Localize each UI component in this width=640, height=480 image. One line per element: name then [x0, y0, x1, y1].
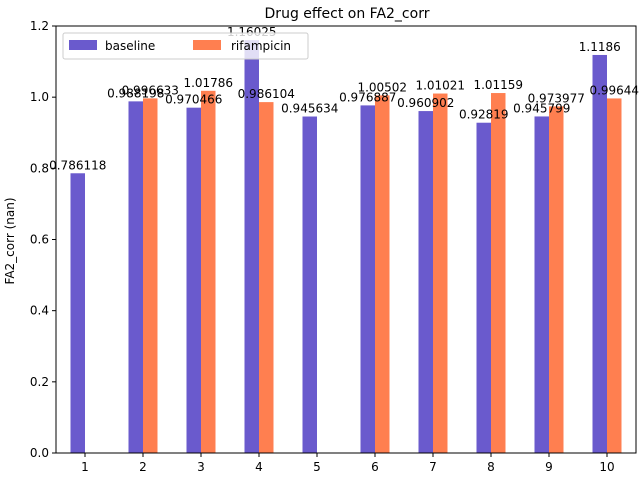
bar-label-baseline-9: 0.945799	[513, 101, 570, 115]
bar-baseline-2	[128, 101, 143, 453]
bar-baseline-4	[244, 40, 259, 453]
axes: 0.0 0.2 0.4 0.6 0.8 1.0 1.2 1 2 3 4 5 6 7 8 9 10	[30, 19, 637, 474]
bar-baseline-6	[360, 105, 375, 453]
bar-label-baseline-7: 0.960902	[397, 96, 454, 110]
bar-label-baseline-5: 0.945634	[281, 102, 338, 116]
bar-label-baseline-10: 1.1186	[579, 40, 621, 54]
x-tick-label: 2	[139, 460, 147, 474]
y-tick-label: 0.8	[30, 161, 49, 175]
x-tick-label: 10	[599, 460, 614, 474]
bar-label-rifampicin-4: 0.986104	[238, 87, 295, 101]
bar-rifampicin-10	[607, 98, 622, 453]
legend-label-rifampicin: rifampicin	[231, 39, 291, 53]
x-tick-label: 3	[197, 460, 205, 474]
bar-label-rifampicin-2: 0.996633	[122, 83, 179, 97]
bar-rifampicin-8	[491, 93, 506, 454]
legend-swatch-baseline	[69, 40, 97, 50]
chart-title: Drug effect on FA2_corr	[265, 6, 430, 22]
x-tick-label: 1	[81, 460, 89, 474]
bar-rifampicin-6	[375, 95, 390, 454]
y-axis-ticks: 0.0 0.2 0.4 0.6 0.8 1.0 1.2	[30, 19, 56, 460]
bars-layer	[70, 40, 622, 454]
legend-swatch-rifampicin	[193, 40, 221, 50]
bar-label-rifampicin-10: 0.99644	[589, 83, 639, 97]
y-tick-label: 0.0	[30, 446, 49, 460]
bar-baseline-1	[70, 173, 85, 453]
bar-label-rifampicin-9: 0.973977	[528, 91, 585, 105]
x-tick-label: 6	[371, 460, 379, 474]
bar-baseline-3	[186, 107, 201, 454]
bar-baseline-8	[476, 122, 491, 453]
bar-label-baseline-2: 0.988198	[107, 86, 164, 100]
bar-rifampicin-9	[549, 106, 564, 453]
y-tick-label: 1.0	[30, 90, 49, 104]
bar-rifampicin-3	[201, 90, 216, 453]
x-tick-label: 4	[255, 460, 263, 474]
y-axis-label: FA2_corr (nan)	[3, 198, 17, 285]
bar-label-rifampicin-8: 1.01159	[473, 78, 523, 92]
bar-rifampicin-7	[433, 93, 448, 454]
x-tick-label: 9	[545, 460, 553, 474]
bar-label-baseline-1: 0.786118	[49, 158, 106, 172]
legend-frame	[62, 32, 309, 60]
bar-rifampicin-2	[143, 98, 158, 454]
x-axis-ticks: 1 2 3 4 5 6 7 8 9 10	[81, 453, 615, 474]
y-tick-label: 0.6	[30, 233, 49, 247]
bar-label-rifampicin-6: 1.00502	[357, 80, 407, 94]
x-tick-label: 8	[487, 460, 495, 474]
bar-baseline-9	[534, 116, 549, 453]
bar-baseline-5	[302, 116, 317, 453]
bar-label-rifampicin-7: 1.01021	[415, 79, 465, 93]
y-tick-label: 0.2	[30, 375, 49, 389]
x-tick-label: 5	[313, 460, 321, 474]
bar-label-rifampicin-3: 1.01786	[183, 76, 233, 90]
legend: baseline rifampicin	[62, 32, 309, 60]
bar-label-baseline-6: 0.976887	[339, 90, 396, 104]
x-tick-label: 7	[429, 460, 437, 474]
legend-label-baseline: baseline	[105, 39, 155, 53]
bar-rifampicin-4	[259, 102, 274, 453]
bar-baseline-7	[418, 111, 433, 453]
y-tick-label: 0.4	[30, 304, 49, 318]
bar-label-baseline-8: 0.92819	[459, 108, 509, 122]
y-tick-label: 1.2	[30, 19, 49, 33]
bar-label-baseline-3: 0.970466	[165, 93, 222, 107]
bar-baseline-10	[592, 54, 607, 453]
